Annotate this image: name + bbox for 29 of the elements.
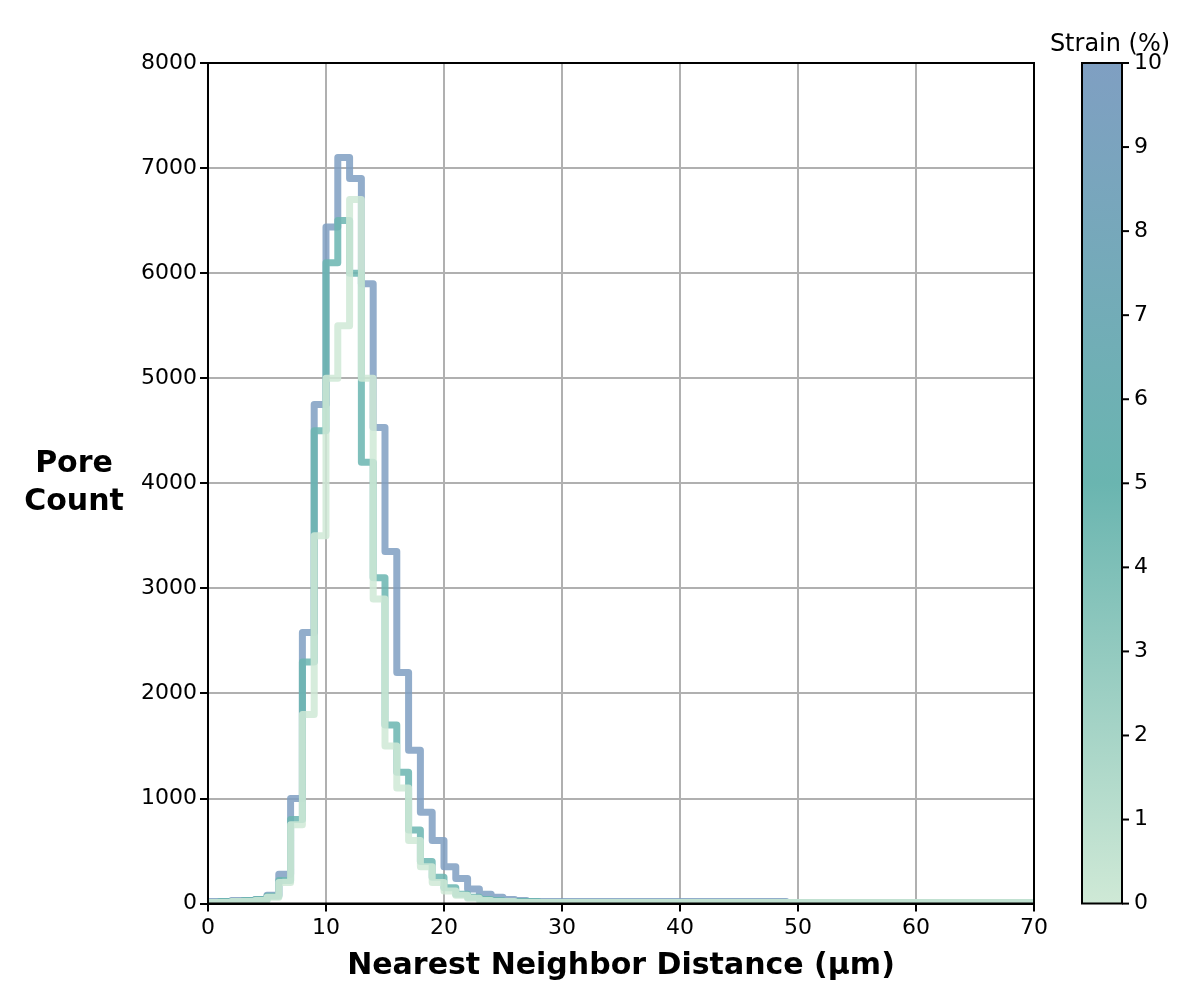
x-tick-label: 60: [902, 913, 930, 939]
y-tick-label: 5000: [140, 363, 197, 389]
x-tick-label: 10: [311, 913, 340, 939]
y-tick-label: 8000: [140, 48, 197, 74]
y-tick-label: 1000: [140, 784, 197, 810]
color-bar-label: 6: [1134, 384, 1148, 410]
color-bar-label: 9: [1134, 132, 1148, 158]
color-bar-label: 1: [1134, 805, 1148, 831]
y-tick-label: 2000: [140, 679, 197, 705]
x-tick-label: 40: [665, 913, 694, 939]
y-axis-title: Pore Count: [24, 444, 124, 518]
x-tick-label: 0: [200, 913, 215, 939]
x-tick-label: 50: [784, 913, 812, 939]
x-tick-label: 70: [1020, 913, 1048, 939]
y-tick-label: 3000: [140, 574, 197, 600]
y-tick-label: 4000: [140, 469, 197, 495]
color-bar-label: 4: [1134, 553, 1148, 579]
x-tick-label: 20: [429, 913, 458, 939]
color-bar-label: 3: [1134, 637, 1148, 663]
y-tick-label: 0: [182, 889, 197, 915]
color-bar-label: 8: [1134, 216, 1148, 242]
color-bar-label: 0: [1134, 889, 1148, 915]
y-tick-label: 7000: [140, 153, 197, 179]
y-tick-label: 6000: [140, 258, 197, 284]
color-bar-label: 5: [1134, 469, 1148, 495]
x-tick-label: 30: [547, 913, 576, 939]
x-axis-title: Nearest Neighbor Distance (µm): [347, 945, 895, 981]
color-bar-label: 2: [1134, 721, 1148, 747]
color-bar-label: 7: [1134, 300, 1148, 326]
